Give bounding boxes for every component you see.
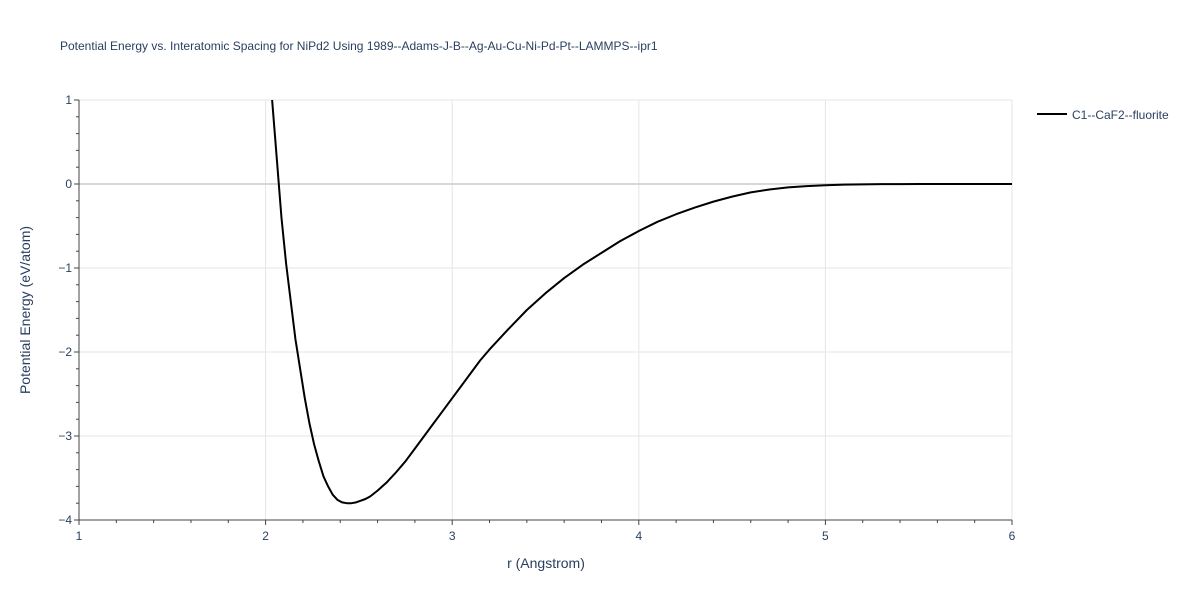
legend[interactable]: C1--CaF2--fluorite	[1037, 108, 1169, 122]
legend-label: C1--CaF2--fluorite	[1072, 108, 1169, 122]
x-axis-label: r (Angstrom)	[507, 555, 585, 571]
grid-layer	[79, 99, 1013, 520]
x-tick-label: 1	[76, 529, 83, 543]
x-tick-label: 5	[822, 529, 829, 543]
x-tick-label: 3	[449, 529, 456, 543]
series-line	[271, 99, 1012, 505]
x-tick-label: 6	[1009, 529, 1016, 543]
y-tick-label: 1	[65, 93, 72, 107]
y-tick-label: 0	[65, 177, 72, 191]
y-tick-label: −1	[58, 261, 72, 275]
tick-labels: 1 2 3 4 5 6 1 0 −1 −2 −3 −4	[58, 93, 1015, 543]
series-layer	[271, 99, 1012, 505]
y-tick-label: −3	[58, 429, 72, 443]
x-tick-label: 4	[635, 529, 642, 543]
y-tick-label: −2	[58, 345, 72, 359]
y-tick-label: −4	[58, 513, 72, 527]
axes-layer	[74, 99, 1013, 525]
x-tick-label: 2	[262, 529, 269, 543]
y-axis-label: Potential Energy (eV/atom)	[17, 226, 33, 394]
chart-title: Potential Energy vs. Interatomic Spacing…	[60, 39, 658, 53]
